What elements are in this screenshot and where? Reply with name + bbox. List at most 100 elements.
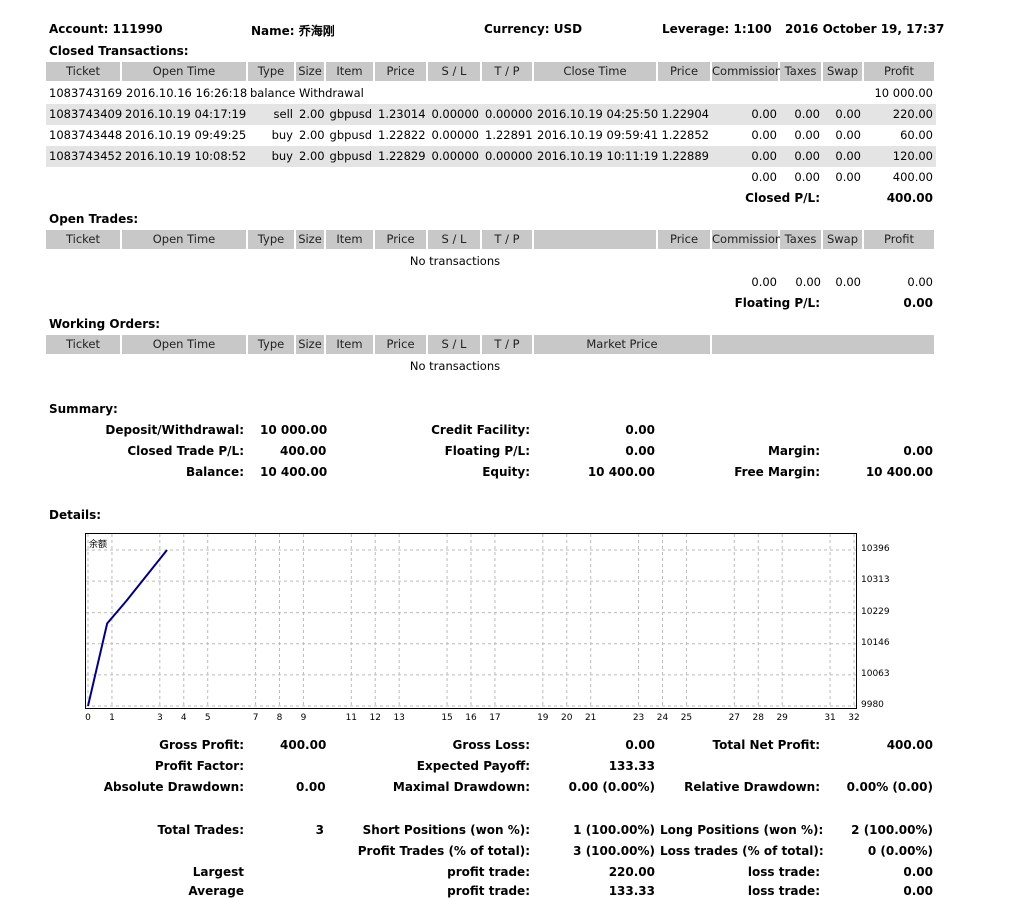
- profit-cell: 10 000.00: [874, 86, 933, 100]
- margin-value: 0.00: [903, 444, 933, 458]
- open-header-col-0: Ticket: [46, 230, 122, 249]
- gross-loss-value: 0.00: [625, 738, 655, 752]
- balance-value: 10 400.00: [260, 465, 328, 479]
- item-cell: gbpusd: [329, 128, 372, 142]
- x-tick-label: 15: [441, 713, 453, 723]
- working-header-col-3: Size: [296, 335, 326, 354]
- working-header-col-4: Item: [326, 335, 375, 354]
- balance-chart: 余额: [85, 533, 857, 709]
- absolute-drawdown-value: 0.00: [296, 780, 326, 794]
- closed-header-col-0: Ticket: [46, 62, 122, 81]
- loss-trades-label: Loss trades (% of total):: [660, 844, 824, 858]
- x-tick-label: 24: [656, 713, 669, 723]
- closed-header-col-3: Size: [296, 62, 326, 81]
- long-positions-value: 2 (100.00%): [851, 823, 933, 837]
- tp-cell: 0.00000: [485, 107, 533, 121]
- open-time-cell: 2016.10.19 09:49:25: [125, 128, 247, 142]
- y-tick-label: 10229: [861, 606, 890, 617]
- closed-header-col-2: Type: [248, 62, 296, 81]
- open-header-col-3: Size: [296, 230, 326, 249]
- average-profit-label: profit trade:: [447, 884, 530, 898]
- long-positions-label: Long Positions (won %):: [660, 823, 824, 837]
- working-header-col-5: Price: [375, 335, 428, 354]
- open-trades-title: Open Trades:: [49, 212, 139, 226]
- x-tick-label: 23: [632, 713, 645, 723]
- summary-floating-label: Floating P/L:: [444, 444, 530, 458]
- open-header-col-7: T / P: [482, 230, 534, 249]
- sl-cell: 0.00000: [431, 128, 479, 142]
- x-tick-label: 11: [345, 713, 358, 723]
- item-cell: gbpusd: [329, 107, 372, 121]
- summary-title: Summary:: [49, 402, 118, 416]
- largest-profit-value: 220.00: [608, 865, 655, 879]
- closed-header-col-10: Commission: [712, 62, 782, 81]
- table-row: 1083743448 2016.10.19 09:49:25 buy 2.00 gbpu…: [46, 125, 936, 146]
- relative-drawdown-value: 0.00% (0.00): [846, 780, 933, 794]
- summary-floating-value: 0.00: [625, 444, 655, 458]
- working-orders-empty: No transactions: [409, 359, 501, 373]
- closed-header-col-9: Price: [658, 62, 712, 81]
- report-datetime: 2016 October 19, 17:37: [785, 22, 945, 36]
- total-commission-cell: 0.00: [751, 170, 777, 184]
- price-cell: 1.22829: [378, 149, 426, 163]
- open-header-col-8: [534, 230, 658, 249]
- profit-trades-label: Profit Trades (% of total):: [357, 844, 530, 858]
- close-price-cell: 1.22904: [661, 107, 709, 121]
- ticket-cell: 1083743452: [49, 149, 123, 163]
- largest-label: Largest: [192, 865, 244, 879]
- average-loss-label: loss trade:: [747, 884, 820, 898]
- open-header-col-13: Profit: [864, 230, 936, 249]
- x-tick-label: 7: [252, 713, 259, 723]
- closed-header-col-12: Swap: [823, 62, 864, 81]
- x-tick-label: 4: [180, 713, 187, 723]
- working-header-col-9: [712, 335, 936, 354]
- gross-loss-label: Gross Loss:: [452, 738, 530, 752]
- x-tick-label: 27: [728, 713, 741, 723]
- working-header-col-7: T / P: [482, 335, 534, 354]
- floating-pl-value: 0.00: [903, 296, 933, 310]
- swap-cell: 0.00: [835, 149, 861, 163]
- balance-series-line: [87, 549, 168, 707]
- open-header-col-4: Item: [326, 230, 375, 249]
- open-header-col-10: Commission: [712, 230, 782, 249]
- profit-cell: 60.00: [900, 128, 933, 142]
- loss-trades-value: 0 (0.00%): [867, 844, 933, 858]
- x-tick-label: 12: [369, 713, 381, 723]
- type-cell: buy: [271, 128, 293, 142]
- open-total-taxes: 0.00: [795, 275, 821, 289]
- closed-header-col-13: Profit: [864, 62, 936, 81]
- largest-profit-label: profit trade:: [447, 865, 530, 879]
- taxes-cell: 0.00: [794, 107, 820, 121]
- taxes-cell: 0.00: [794, 128, 820, 142]
- type-cell: buy: [271, 149, 293, 163]
- x-tick-label: 0: [85, 713, 91, 723]
- open-header-col-2: Type: [248, 230, 296, 249]
- open-header-col-12: Swap: [823, 230, 864, 249]
- totals-row: 0.00 0.00 0.00 400.00: [46, 167, 936, 188]
- sl-cell: 0.00000: [431, 149, 479, 163]
- price-cell: 1.23014: [378, 107, 426, 121]
- absolute-drawdown-label: Absolute Drawdown:: [103, 780, 244, 794]
- closed-header-col-7: T / P: [482, 62, 534, 81]
- open-time-cell: 2016.10.19 10:08:52: [125, 149, 247, 163]
- open-total-swap: 0.00: [835, 275, 861, 289]
- price-cell: 1.22822: [378, 128, 426, 142]
- currency-label: Currency: USD: [484, 22, 583, 36]
- open-header-col-9: Price: [658, 230, 712, 249]
- table-row: 1083743169 2016.10.16 16:26:18 balance With…: [46, 83, 936, 104]
- x-tick-label: 19: [537, 713, 549, 723]
- x-tick-label: 31: [824, 713, 836, 723]
- size-cell: 2.00: [299, 128, 325, 142]
- closed-trade-pl-value: 400.00: [280, 444, 327, 458]
- profit-factor-label: Profit Factor:: [154, 759, 244, 773]
- close-price-cell: 1.22852: [661, 128, 709, 142]
- open-total-profit: 0.00: [907, 275, 933, 289]
- closed-trade-pl-label: Closed Trade P/L:: [127, 444, 244, 458]
- maximal-drawdown-value: 0.00 (0.00%): [568, 780, 655, 794]
- expected-payoff-label: Expected Payoff:: [416, 759, 530, 773]
- tp-cell: 0.00000: [485, 149, 533, 163]
- balance-chart-plot: [86, 534, 856, 708]
- closed-header-col-5: Price: [375, 62, 428, 81]
- closed-transactions-title: Closed Transactions:: [49, 44, 189, 58]
